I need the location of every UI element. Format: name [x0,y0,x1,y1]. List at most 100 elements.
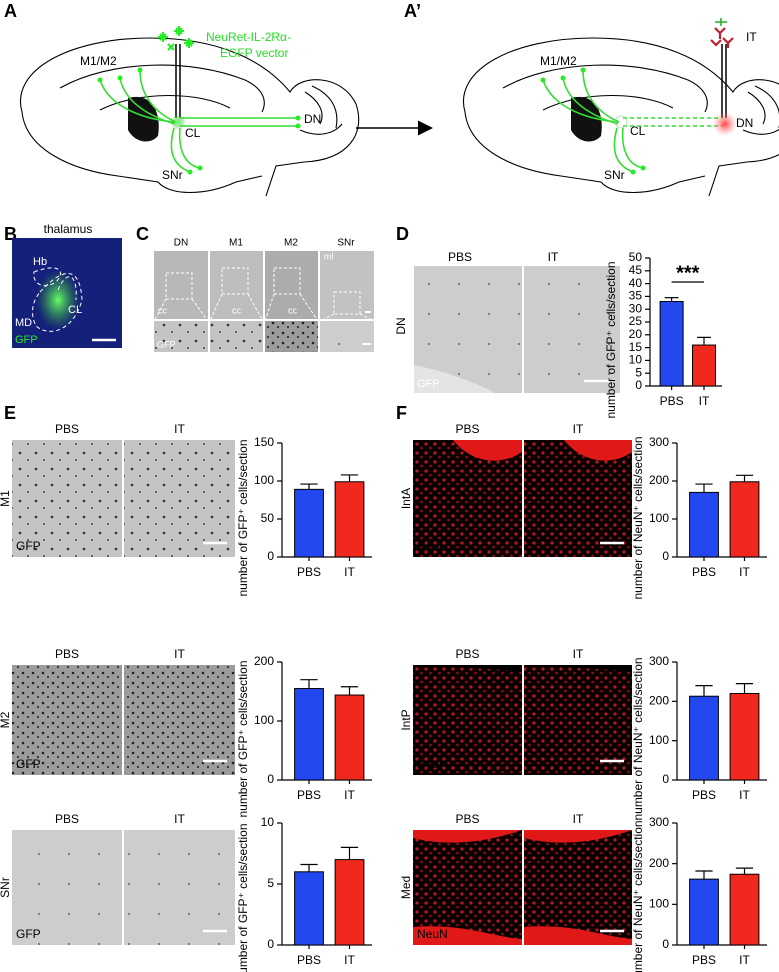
micrograph [12,665,122,775]
significance-label: *** [676,262,700,284]
y-tick-label: 0 [267,549,274,563]
micrograph [413,830,522,945]
column-label: M2 [284,238,298,249]
panel-label: C [136,224,149,244]
brain-diagram [19,26,360,197]
diagram-label: SNr [162,168,183,182]
image-label: NeuN [417,927,448,941]
tissue-band [413,665,522,671]
x-tick-label: PBS [297,788,321,802]
y-tick-label: 45 [629,263,643,277]
y-tick-label: 200 [649,856,669,870]
image-label: ml [324,251,334,261]
x-tick-label: IT [344,953,355,967]
y-axis-label: number of GFP⁺ cells/section [236,439,250,596]
micrograph [524,266,620,393]
y-tick-label: 100 [649,733,669,747]
image-label: GFP [16,757,41,771]
x-tick-label: PBS [297,953,321,967]
column-label: PBS [55,422,79,436]
x-tick-label: IT [739,788,750,802]
panel-label: D [396,224,409,244]
diagram-label: EGFP vector [220,46,288,60]
column-label: IT [174,647,185,661]
x-tick-label: PBS [297,565,321,579]
micrograph-grid [153,251,375,352]
bar [691,344,717,387]
y-axis-label: number of NeuN⁺ cells/section [631,436,645,599]
column-label: IT [573,422,584,436]
bar [729,692,760,781]
diagram-label: NeuRet-IL-2Rα- [206,30,291,44]
y-tick-label: 100 [649,897,669,911]
y-tick-label: 300 [649,435,669,449]
y-tick-label: 35 [629,289,643,303]
bar [294,871,324,946]
column-label: SNr [337,238,355,249]
outline [32,267,83,332]
x-tick-label: IT [739,953,750,967]
y-tick-label: 300 [649,815,669,829]
y-tick-label: 0 [662,772,669,786]
y-tick-label: 0 [267,772,274,786]
column-label: IT [573,812,584,826]
row-label: SNr [0,877,12,898]
bar [689,695,719,781]
panel-label: E [4,403,16,423]
y-tick-label: 100 [254,473,274,487]
column-label: PBS [55,647,79,661]
bar [334,859,365,946]
brain-diagram [462,18,779,197]
y-tick-label: 300 [649,654,669,668]
micrograph [124,830,235,945]
y-axis-label: number of GFP⁺ cells/section [236,823,250,972]
image-label: GFP [15,334,38,346]
y-tick-label: 150 [254,435,274,449]
column-label: PBS [55,812,79,826]
column-label: PBS [448,250,472,264]
tissue-band [524,665,632,671]
micrograph [12,440,122,557]
diagram-label: IT [746,30,757,44]
tissue-band [453,440,522,461]
bar [729,481,760,558]
y-tick-label: 200 [254,654,274,668]
y-tick-label: 0 [267,937,274,951]
image-title: thalamus [44,222,93,236]
row-label: M1 [0,490,12,507]
column-label: IT [174,812,185,826]
y-tick-label: 50 [261,511,275,525]
micrograph [124,665,235,775]
panel-label: A [4,1,17,21]
y-tick-label: 20 [629,327,643,341]
image-label: GFP [16,539,41,553]
column-label: PBS [455,647,479,661]
micrograph [524,665,632,775]
diagram-label: DN [304,112,321,126]
x-tick-label: PBS [692,788,716,802]
y-tick-label: 15 [629,340,643,354]
bar [659,301,684,387]
image-label: cc [232,305,242,315]
diagram-label: M1/M2 [540,54,577,68]
tissue-edge [414,365,495,393]
panel-label: A’ [404,1,421,21]
y-tick-label: 10 [261,815,275,829]
bar [294,488,324,558]
row-label: IntP [399,709,413,730]
x-tick-label: PBS [692,565,716,579]
image-label: NeuN [417,539,448,553]
y-tick-label: 100 [254,713,274,727]
bar [294,688,324,781]
x-tick-label: PBS [692,953,716,967]
y-tick-label: 0 [635,378,642,392]
y-tick-label: 0 [662,549,669,563]
row-label: DN [394,317,408,334]
diagram-label: CL [630,124,646,138]
micrograph [413,665,522,775]
y-axis-label: number of GFP⁺ cells/section [604,261,618,418]
diagram-label: CL [185,126,201,140]
x-tick-label: IT [344,788,355,802]
micrograph [524,830,632,945]
bar [334,694,365,781]
